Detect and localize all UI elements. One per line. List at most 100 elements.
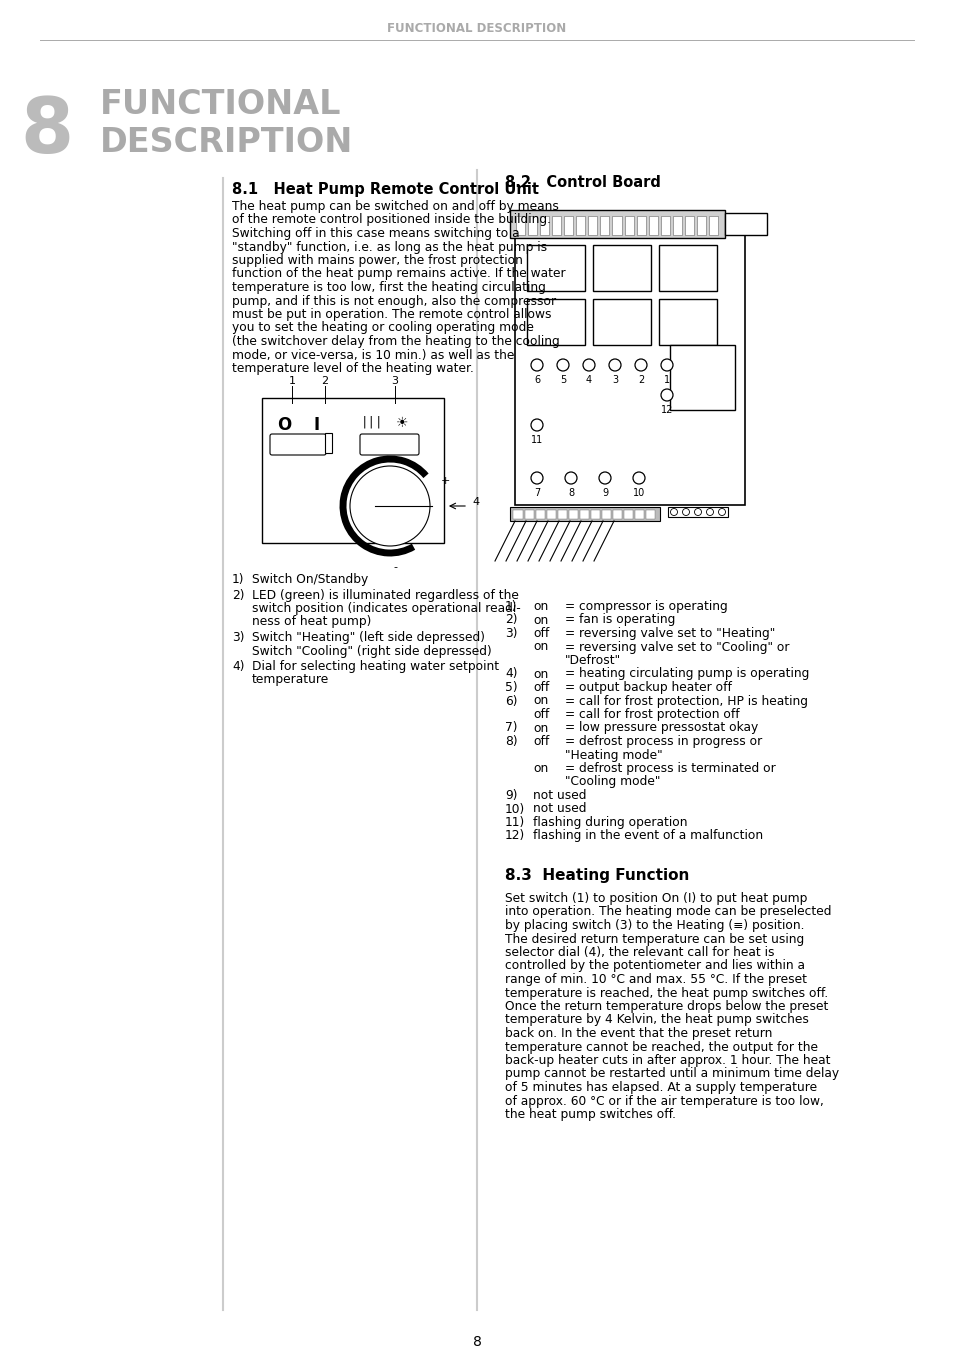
Text: temperature is too low, first the heating circulating: temperature is too low, first the heatin…	[232, 281, 545, 295]
Text: Switching off in this case means switching to a: Switching off in this case means switchi…	[232, 227, 519, 240]
Bar	[552, 216, 560, 235]
Bar	[593, 245, 650, 290]
Bar	[659, 245, 717, 290]
Text: = call for frost protection off: = call for frost protection off	[564, 708, 739, 721]
Circle shape	[635, 359, 646, 372]
Text: "standby" function, i.e. as long as the heat pump is: "standby" function, i.e. as long as the …	[232, 240, 547, 254]
Text: 2): 2)	[504, 613, 517, 627]
Text: temperature level of the heating water.: temperature level of the heating water.	[232, 362, 474, 376]
Text: 11): 11)	[504, 816, 525, 830]
Text: temperature by 4 Kelvin, the heat pump switches: temperature by 4 Kelvin, the heat pump s…	[504, 1013, 808, 1027]
Bar	[672, 216, 681, 235]
Bar	[524, 509, 533, 519]
Text: flashing during operation: flashing during operation	[533, 816, 687, 830]
Text: 8.3  Heating Function: 8.3 Heating Function	[504, 867, 689, 884]
Bar	[262, 399, 443, 543]
Text: 12): 12)	[504, 830, 525, 843]
Circle shape	[718, 508, 724, 516]
Text: FUNCTIONAL: FUNCTIONAL	[100, 88, 341, 122]
Text: Switch "Cooling" (right side depressed): Switch "Cooling" (right side depressed)	[252, 644, 491, 658]
Bar	[724, 213, 766, 235]
Text: 2: 2	[638, 376, 643, 385]
Text: = output backup heater off: = output backup heater off	[564, 681, 731, 694]
Bar	[539, 216, 549, 235]
Text: "Cooling mode": "Cooling mode"	[564, 775, 659, 789]
Text: must be put in operation. The remote control allows: must be put in operation. The remote con…	[232, 308, 551, 322]
Text: The desired return temperature can be set using: The desired return temperature can be se…	[504, 932, 803, 946]
Text: O: O	[276, 416, 291, 434]
Bar	[588, 216, 597, 235]
Bar	[599, 216, 609, 235]
Bar	[579, 509, 588, 519]
Text: supplied with mains power, the frost protection: supplied with mains power, the frost pro…	[232, 254, 522, 267]
Bar	[568, 509, 578, 519]
Bar	[576, 216, 585, 235]
Text: off: off	[533, 627, 549, 640]
Text: "Defrost": "Defrost"	[564, 654, 620, 667]
Text: = fan is operating: = fan is operating	[564, 613, 675, 627]
Text: temperature: temperature	[252, 674, 329, 686]
Text: = compressor is operating: = compressor is operating	[564, 600, 727, 613]
Text: 8: 8	[20, 95, 73, 169]
Bar	[325, 434, 332, 453]
Bar	[526, 245, 584, 290]
Bar	[648, 216, 657, 235]
Bar	[601, 509, 611, 519]
Text: mode, or vice-versa, is 10 min.) as well as the: mode, or vice-versa, is 10 min.) as well…	[232, 349, 514, 362]
Text: 6: 6	[534, 376, 539, 385]
Text: 1): 1)	[504, 600, 517, 613]
Text: = low pressure pressostat okay: = low pressure pressostat okay	[564, 721, 758, 735]
Text: of 5 minutes has elapsed. At a supply temperature: of 5 minutes has elapsed. At a supply te…	[504, 1081, 817, 1094]
Text: ness of heat pump): ness of heat pump)	[252, 616, 371, 628]
Text: 3: 3	[611, 376, 618, 385]
Bar	[535, 509, 544, 519]
Text: 3: 3	[391, 376, 398, 386]
Bar	[667, 507, 727, 517]
Bar	[546, 509, 556, 519]
Text: "Heating mode": "Heating mode"	[564, 748, 662, 762]
Text: Dial for selecting heating water setpoint: Dial for selecting heating water setpoin…	[252, 661, 498, 673]
Circle shape	[694, 508, 700, 516]
Text: temperature cannot be reached, the output for the: temperature cannot be reached, the outpu…	[504, 1040, 817, 1054]
Text: 5: 5	[559, 376, 565, 385]
Text: 9: 9	[601, 488, 607, 499]
Text: by placing switch (3) to the Heating (≡) position.: by placing switch (3) to the Heating (≡)…	[504, 919, 803, 932]
Circle shape	[706, 508, 713, 516]
Text: The heat pump can be switched on and off by means: The heat pump can be switched on and off…	[232, 200, 558, 213]
Text: range of min. 10 °C and max. 55 °C. If the preset: range of min. 10 °C and max. 55 °C. If t…	[504, 973, 806, 986]
Circle shape	[531, 471, 542, 484]
Text: 8): 8)	[504, 735, 517, 748]
Text: pump, and if this is not enough, also the compressor: pump, and if this is not enough, also th…	[232, 295, 556, 308]
Text: Set switch (1) to position On (I) to put heat pump: Set switch (1) to position On (I) to put…	[504, 892, 806, 905]
Text: 8.2   Control Board: 8.2 Control Board	[504, 176, 660, 190]
Circle shape	[660, 359, 672, 372]
Bar	[563, 216, 573, 235]
Text: 7: 7	[534, 488, 539, 499]
Circle shape	[531, 359, 542, 372]
Text: the heat pump switches off.: the heat pump switches off.	[504, 1108, 676, 1121]
Text: 11: 11	[530, 435, 542, 444]
Bar	[612, 216, 620, 235]
Text: flashing in the event of a malfunction: flashing in the event of a malfunction	[533, 830, 762, 843]
Bar	[613, 509, 621, 519]
Text: = defrost process is terminated or: = defrost process is terminated or	[564, 762, 775, 775]
Text: |||: |||	[360, 416, 383, 430]
Circle shape	[670, 508, 677, 516]
Bar	[515, 215, 744, 505]
Circle shape	[582, 359, 595, 372]
Text: 10: 10	[632, 488, 644, 499]
Text: on: on	[533, 694, 548, 708]
Circle shape	[564, 471, 577, 484]
Text: on: on	[533, 600, 548, 613]
Text: function of the heat pump remains active. If the water: function of the heat pump remains active…	[232, 267, 565, 281]
Text: Once the return temperature drops below the preset: Once the return temperature drops below …	[504, 1000, 827, 1013]
Text: 10): 10)	[504, 802, 525, 816]
Text: 4: 4	[585, 376, 592, 385]
Text: off: off	[533, 735, 549, 748]
Circle shape	[681, 508, 689, 516]
Bar	[635, 509, 643, 519]
Text: switch position (indicates operational readi-: switch position (indicates operational r…	[252, 603, 520, 615]
Text: back-up heater cuts in after approx. 1 hour. The heat: back-up heater cuts in after approx. 1 h…	[504, 1054, 830, 1067]
Text: back on. In the event that the preset return: back on. In the event that the preset re…	[504, 1027, 772, 1040]
Text: on: on	[533, 667, 548, 681]
